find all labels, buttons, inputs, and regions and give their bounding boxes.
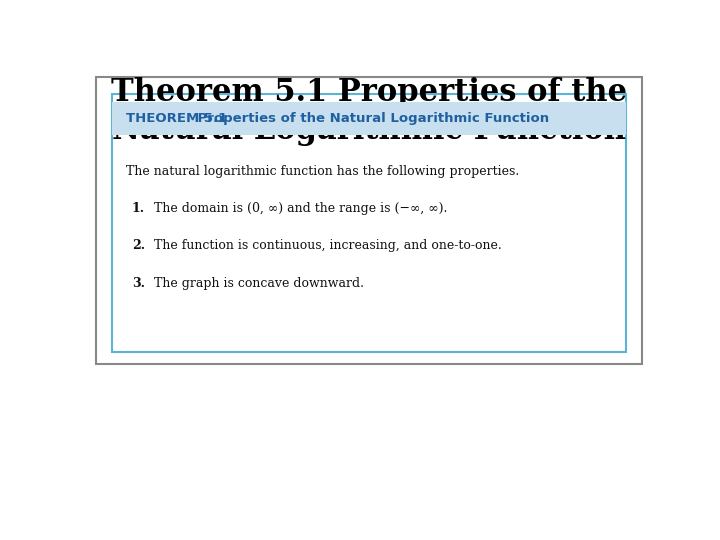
FancyBboxPatch shape bbox=[112, 94, 626, 352]
Text: Properties of the Natural Logarithmic Function: Properties of the Natural Logarithmic Fu… bbox=[179, 112, 549, 125]
Text: The graph is concave downward.: The graph is concave downward. bbox=[154, 277, 364, 290]
Text: Theorem 5.1 Properties of the
Natural Logarithmic Function: Theorem 5.1 Properties of the Natural Lo… bbox=[111, 77, 627, 146]
Text: The domain is (0, ∞) and the range is (−∞, ∞).: The domain is (0, ∞) and the range is (−… bbox=[154, 202, 448, 215]
Text: The natural logarithmic function has the following properties.: The natural logarithmic function has the… bbox=[126, 165, 520, 178]
Text: 2.: 2. bbox=[132, 239, 145, 252]
FancyBboxPatch shape bbox=[96, 77, 642, 364]
FancyBboxPatch shape bbox=[112, 102, 626, 136]
Text: 1.: 1. bbox=[132, 202, 145, 215]
Text: 3.: 3. bbox=[132, 277, 145, 290]
Text: THEOREM 5.1: THEOREM 5.1 bbox=[126, 112, 228, 125]
Text: The function is continuous, increasing, and one-to-one.: The function is continuous, increasing, … bbox=[154, 239, 502, 252]
